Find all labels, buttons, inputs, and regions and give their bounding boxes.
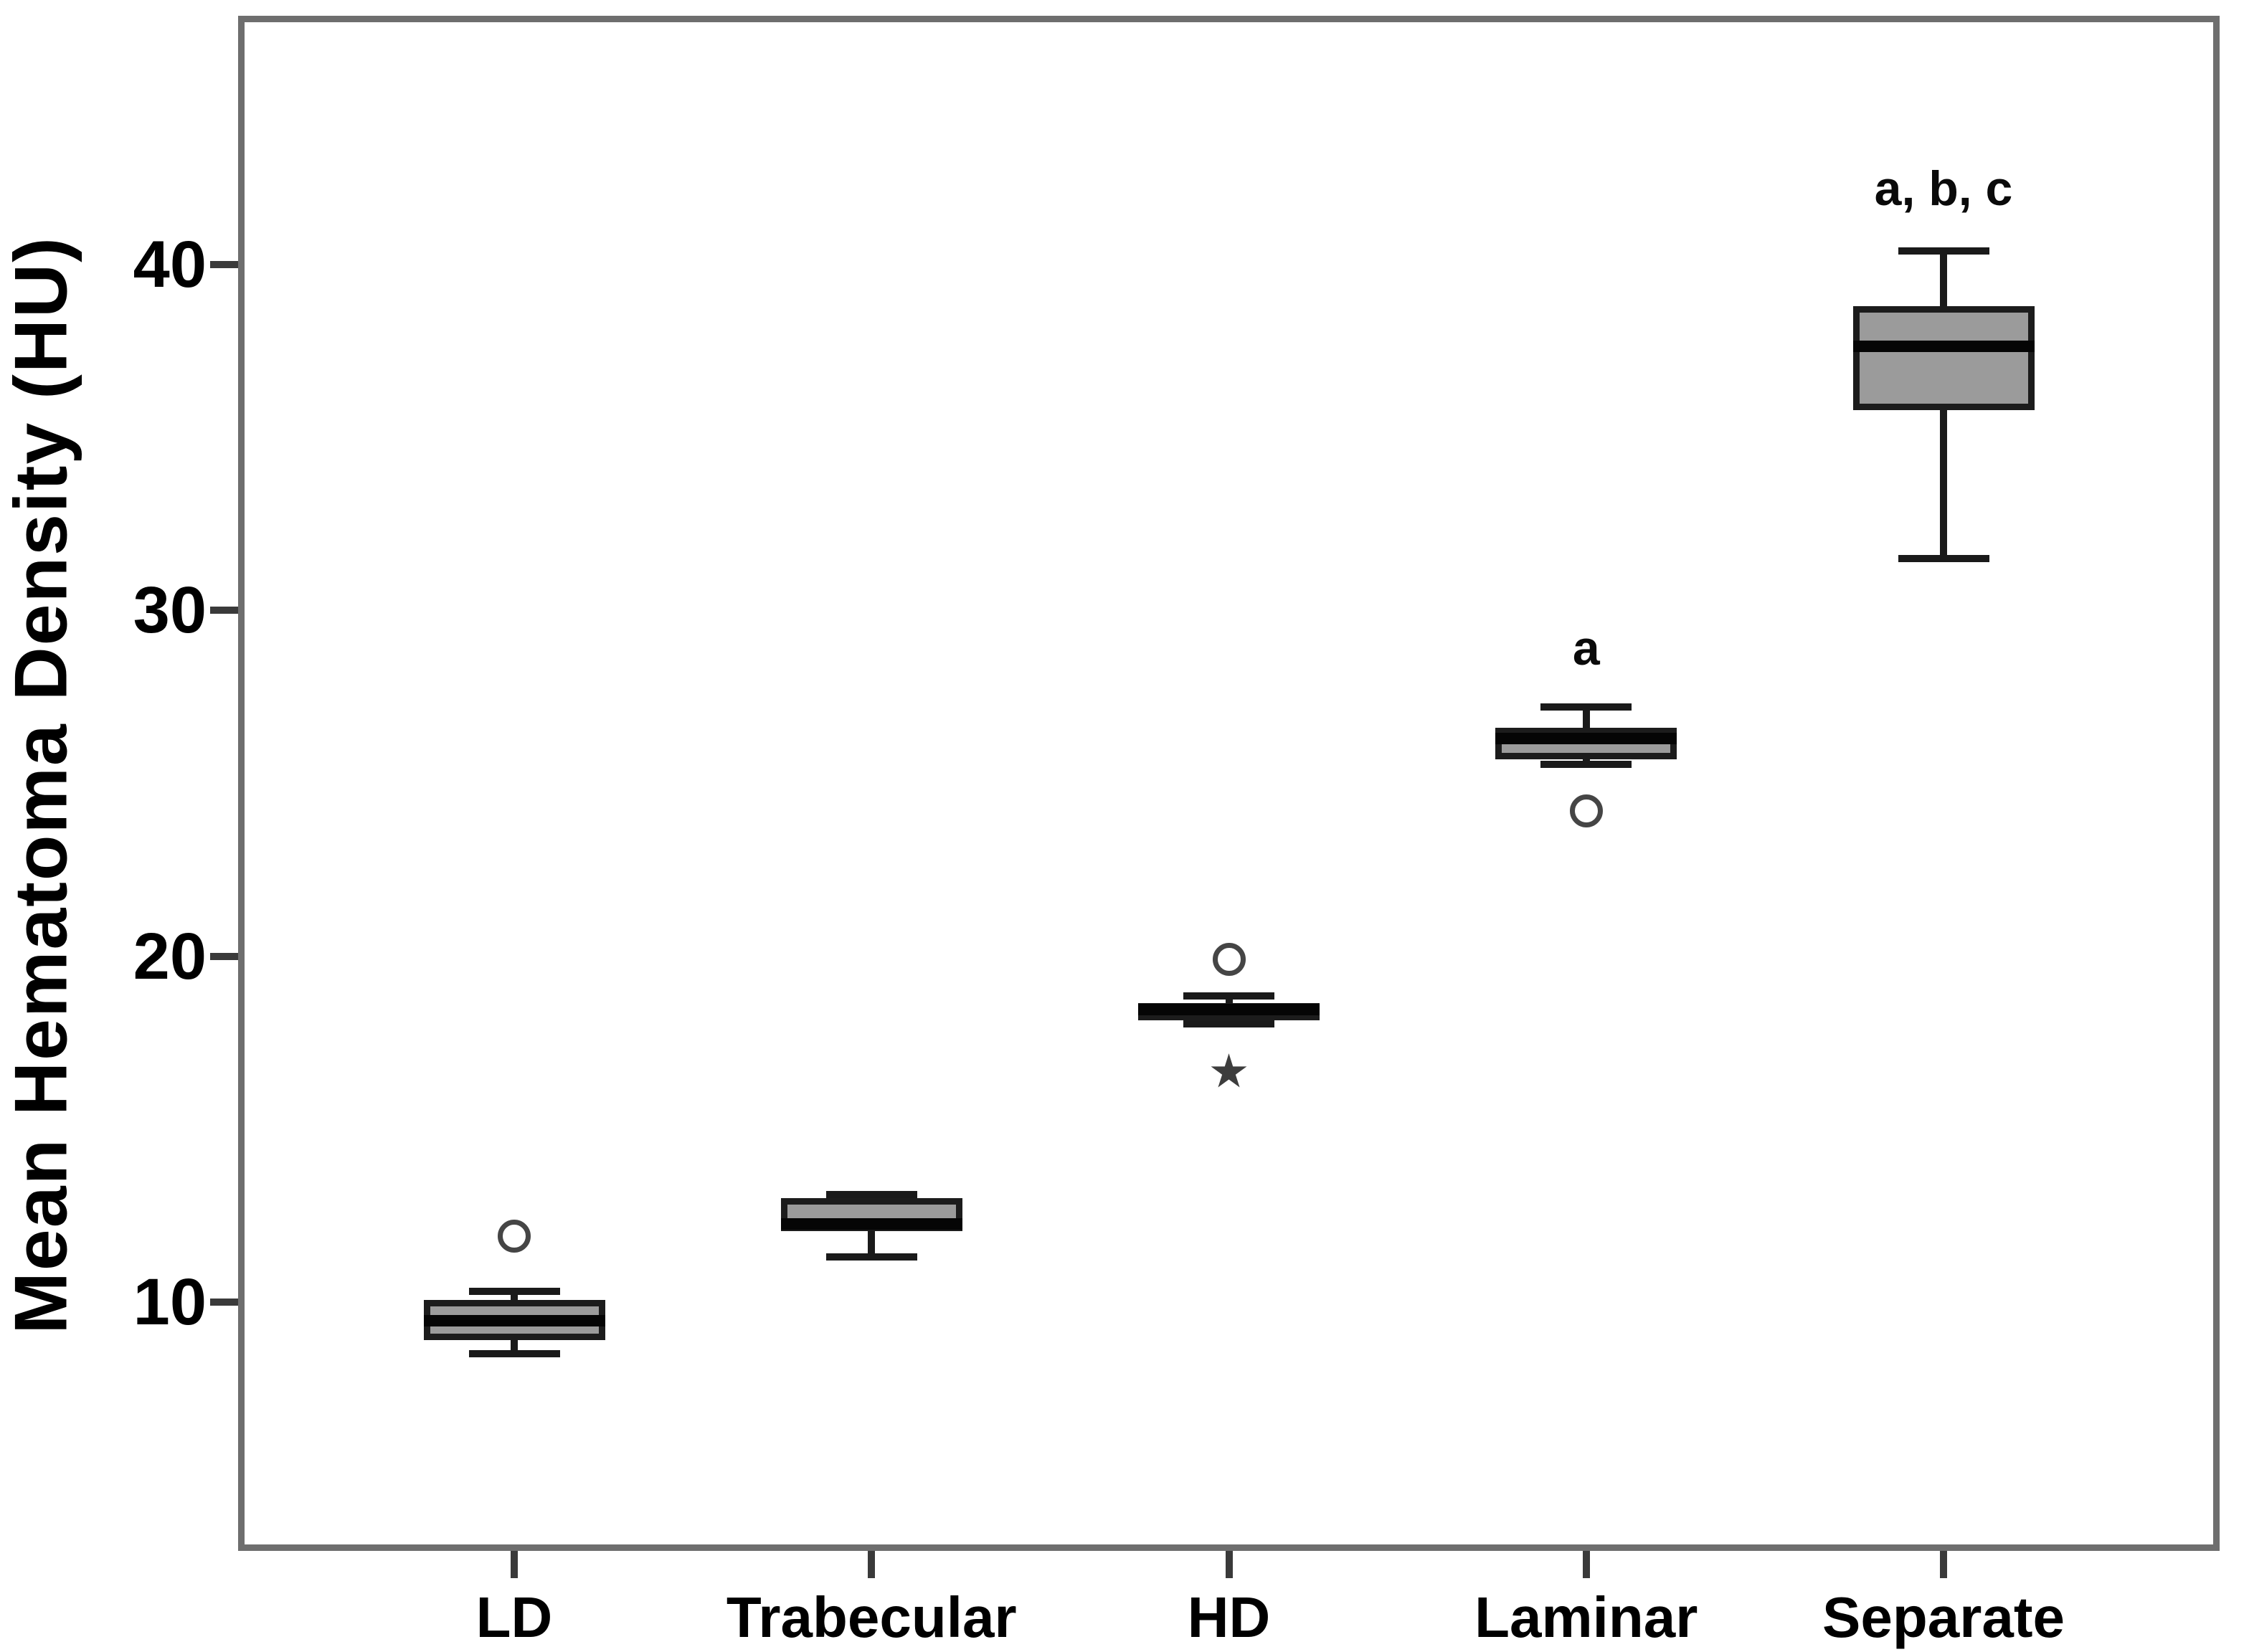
whisker-cap-lower-hd [1183,1020,1274,1027]
y-tick-label: 40 [133,228,207,302]
x-tick-label-hd: HD [1187,1585,1271,1649]
x-tick-label-laminar: Laminar [1474,1585,1698,1649]
y-tick-label: 20 [133,919,207,993]
x-tick-label-ld: LD [475,1585,553,1649]
whisker-cap-upper-trabecular [825,1191,917,1199]
significance-annotation-laminar: a [1572,621,1600,676]
y-axis-title: Mean Hematoma Density (HU) [0,236,83,1334]
median-line-hd [1138,1004,1320,1016]
outlier-circle-laminar [1569,794,1603,828]
x-tick-mark-separate [1940,1551,1947,1578]
x-tick-label-trabecular: Trabecular [726,1585,1017,1649]
x-tick-label-separate: Separate [1822,1585,2065,1649]
whisker-cap-upper-separate [1898,247,1989,255]
x-tick-mark-ld [511,1551,518,1578]
y-tick-label: 10 [133,1265,207,1339]
y-tick-mark [210,261,238,269]
whisker-cap-lower-trabecular [825,1253,917,1261]
x-tick-mark-laminar [1582,1551,1590,1578]
median-line-laminar [1495,732,1677,744]
plot-frame [238,16,2220,1551]
box-separate [1852,306,2035,410]
whisker-cap-upper-hd [1183,992,1274,1000]
whisker-cap-lower-separate [1898,555,1989,563]
y-tick-mark [210,952,238,960]
x-tick-mark-hd [1225,1551,1233,1578]
y-tick-mark [210,1298,238,1306]
median-line-separate [1852,340,2035,352]
y-tick-mark [210,607,238,614]
significance-annotation-separate: a, b, c [1874,161,2013,217]
median-line-ld [423,1315,605,1327]
x-tick-mark-trabecular [868,1551,876,1578]
whisker-cap-lower-ld [468,1350,560,1358]
y-tick-label: 30 [133,574,207,647]
whisker-cap-lower-laminar [1540,760,1632,768]
median-line-trabecular [780,1218,962,1230]
outlier-circle-hd [1212,943,1246,977]
whisker-cap-upper-ld [468,1288,560,1296]
outlier-circle-ld [498,1220,531,1253]
whisker-cap-upper-laminar [1540,703,1632,711]
